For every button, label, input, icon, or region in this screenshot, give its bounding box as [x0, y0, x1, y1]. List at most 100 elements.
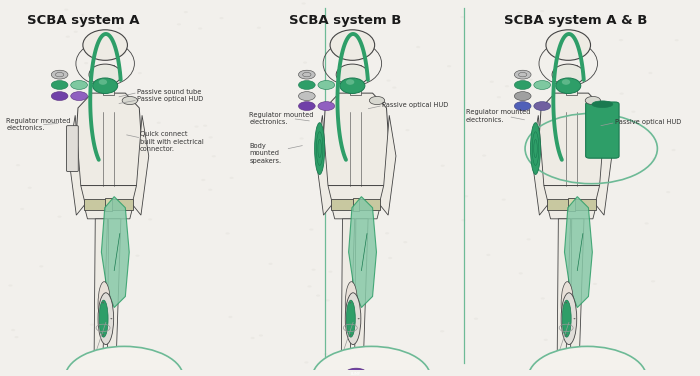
Ellipse shape	[98, 293, 113, 344]
Circle shape	[540, 10, 544, 12]
Circle shape	[502, 199, 506, 201]
Circle shape	[105, 303, 109, 305]
Circle shape	[159, 355, 163, 358]
Circle shape	[528, 346, 647, 376]
Circle shape	[111, 318, 112, 319]
Polygon shape	[557, 219, 570, 352]
Circle shape	[304, 361, 309, 364]
Circle shape	[514, 70, 531, 79]
Polygon shape	[74, 93, 144, 185]
Circle shape	[122, 97, 137, 105]
Text: SCBA system A & B: SCBA system A & B	[503, 14, 647, 27]
Circle shape	[71, 152, 75, 154]
Circle shape	[577, 70, 580, 73]
Circle shape	[318, 102, 335, 111]
Circle shape	[184, 11, 188, 13]
Ellipse shape	[556, 78, 581, 94]
Polygon shape	[349, 197, 377, 308]
Circle shape	[16, 164, 20, 166]
Circle shape	[440, 330, 444, 332]
Text: Regulator mounted
electronics.: Regulator mounted electronics.	[466, 109, 531, 123]
FancyBboxPatch shape	[586, 102, 619, 158]
Circle shape	[298, 80, 315, 89]
Ellipse shape	[98, 282, 111, 326]
Circle shape	[514, 92, 531, 100]
Ellipse shape	[89, 64, 121, 85]
Circle shape	[547, 123, 551, 126]
Polygon shape	[570, 219, 584, 352]
Circle shape	[620, 92, 624, 95]
Circle shape	[447, 65, 452, 67]
Polygon shape	[355, 219, 368, 352]
Ellipse shape	[562, 79, 570, 85]
Circle shape	[90, 323, 94, 326]
Circle shape	[671, 149, 676, 151]
Circle shape	[328, 271, 332, 273]
Text: Passive sound tube: Passive sound tube	[137, 89, 202, 96]
Circle shape	[312, 346, 430, 376]
Circle shape	[303, 61, 307, 64]
Bar	[350, 65, 361, 95]
Ellipse shape	[135, 372, 148, 376]
Circle shape	[106, 117, 110, 119]
Text: Regulator mounted
electronics.: Regulator mounted electronics.	[6, 118, 71, 131]
Circle shape	[298, 70, 315, 79]
Circle shape	[347, 316, 351, 318]
Ellipse shape	[383, 372, 395, 376]
Circle shape	[652, 158, 656, 160]
Ellipse shape	[152, 371, 173, 376]
Text: SCBA system A: SCBA system A	[27, 14, 140, 27]
Circle shape	[514, 102, 531, 111]
Circle shape	[135, 255, 139, 257]
Circle shape	[201, 179, 205, 181]
Circle shape	[392, 86, 396, 89]
Circle shape	[228, 316, 232, 318]
Text: Passive optical HUD: Passive optical HUD	[615, 119, 681, 125]
Circle shape	[538, 207, 542, 209]
Polygon shape	[342, 219, 355, 352]
Ellipse shape	[92, 78, 118, 94]
Polygon shape	[80, 185, 138, 219]
Circle shape	[298, 102, 315, 111]
Circle shape	[257, 27, 261, 29]
Circle shape	[309, 229, 314, 230]
Circle shape	[74, 121, 78, 123]
Polygon shape	[379, 115, 396, 215]
Circle shape	[497, 96, 501, 98]
Ellipse shape	[531, 123, 540, 174]
Circle shape	[39, 265, 43, 267]
Circle shape	[526, 238, 531, 240]
Circle shape	[534, 80, 551, 89]
Ellipse shape	[562, 300, 571, 337]
Circle shape	[578, 72, 582, 74]
Polygon shape	[542, 185, 601, 219]
Circle shape	[88, 203, 92, 205]
Circle shape	[490, 81, 493, 83]
Ellipse shape	[346, 300, 356, 337]
Circle shape	[416, 46, 420, 48]
Circle shape	[211, 155, 216, 158]
Circle shape	[566, 302, 567, 303]
Circle shape	[528, 79, 533, 81]
Circle shape	[388, 257, 392, 259]
Ellipse shape	[561, 282, 573, 326]
Circle shape	[203, 124, 207, 127]
Circle shape	[385, 232, 389, 234]
Circle shape	[410, 361, 414, 363]
Polygon shape	[531, 115, 548, 215]
Circle shape	[97, 214, 101, 217]
Ellipse shape	[83, 30, 127, 60]
Circle shape	[71, 80, 88, 89]
Circle shape	[460, 16, 464, 18]
Circle shape	[102, 334, 104, 335]
Circle shape	[20, 208, 24, 210]
Bar	[568, 198, 575, 211]
Circle shape	[209, 136, 213, 138]
Bar	[353, 198, 359, 211]
Circle shape	[113, 353, 118, 355]
Circle shape	[631, 111, 636, 113]
Ellipse shape	[345, 282, 358, 326]
FancyBboxPatch shape	[66, 126, 78, 171]
Circle shape	[105, 112, 109, 114]
Circle shape	[403, 241, 407, 243]
